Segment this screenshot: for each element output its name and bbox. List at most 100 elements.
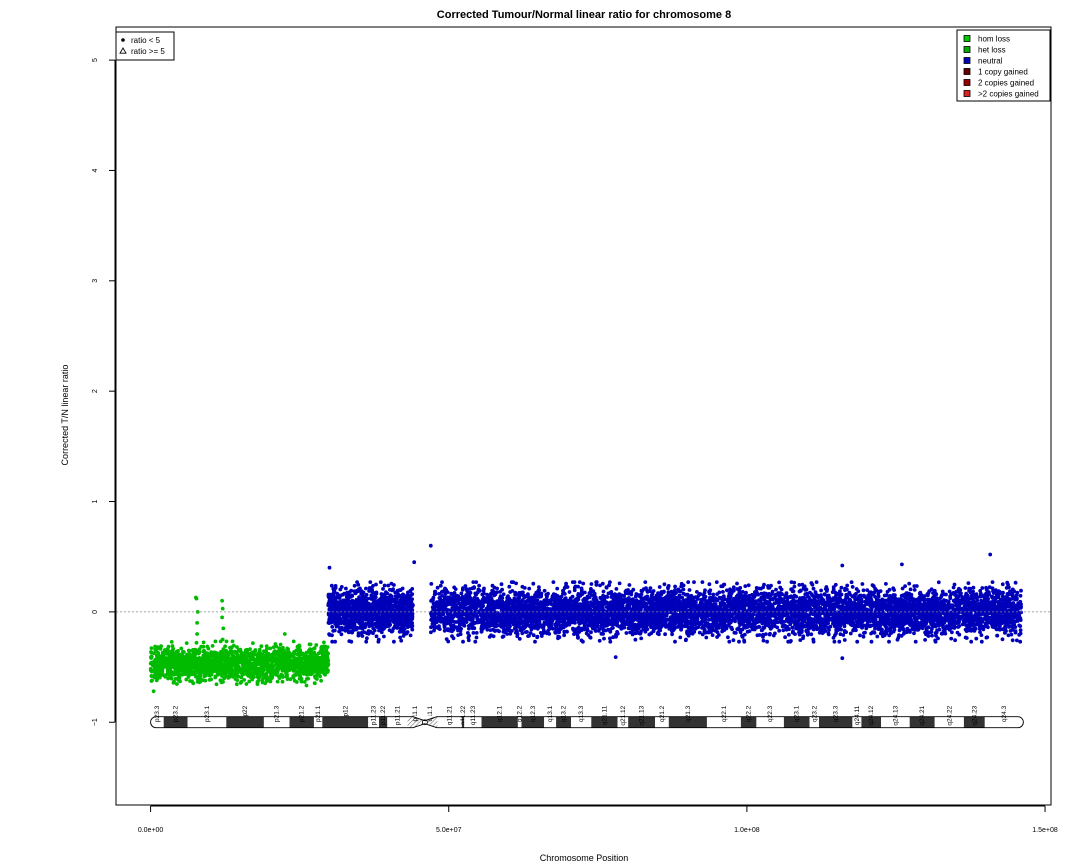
data-point — [175, 650, 180, 655]
data-point — [272, 649, 277, 654]
data-point — [238, 681, 243, 685]
data-point — [657, 585, 662, 589]
data-point — [230, 639, 235, 644]
data-point — [260, 678, 265, 682]
data-point — [774, 587, 778, 592]
data-point — [397, 629, 402, 634]
data-point — [195, 658, 199, 663]
data-point — [281, 661, 286, 666]
data-point — [166, 676, 171, 681]
data-point — [280, 673, 285, 678]
data-point — [205, 657, 210, 662]
data-point — [377, 625, 382, 630]
data-point — [405, 596, 410, 600]
data-point — [687, 588, 692, 592]
data-point — [990, 580, 995, 584]
data-point — [220, 674, 224, 678]
data-point — [171, 680, 176, 685]
data-point — [328, 614, 333, 619]
data-point — [255, 682, 260, 686]
data-point — [215, 669, 220, 674]
data-point — [349, 619, 354, 624]
data-point — [256, 671, 261, 675]
data-point — [292, 678, 297, 683]
data-point — [275, 649, 280, 654]
data-point — [366, 601, 371, 606]
data-point — [149, 650, 153, 654]
data-point — [201, 649, 206, 654]
data-point — [330, 596, 335, 600]
data-point — [1015, 638, 1019, 643]
data-point — [238, 647, 243, 652]
data-point — [182, 669, 187, 673]
data-point — [169, 676, 174, 681]
data-point — [367, 622, 372, 627]
data-point — [235, 645, 239, 649]
data-point — [381, 627, 386, 631]
data-point — [362, 614, 367, 619]
data-point — [964, 636, 969, 640]
data-point — [242, 652, 247, 656]
data-point — [731, 638, 736, 643]
data-point — [224, 639, 229, 644]
data-point — [182, 657, 186, 662]
data-point — [298, 664, 302, 669]
data-point — [273, 642, 278, 646]
data-point — [335, 613, 340, 617]
data-point — [364, 586, 368, 591]
data-point — [373, 622, 378, 626]
data-point — [761, 638, 766, 643]
data-point — [264, 674, 269, 679]
data-point — [197, 680, 202, 685]
data-point — [215, 655, 220, 659]
data-point — [809, 632, 814, 637]
data-point — [295, 669, 300, 674]
data-point — [400, 612, 405, 616]
data-point — [259, 644, 264, 649]
data-point — [374, 590, 379, 595]
data-point — [270, 675, 274, 680]
data-point — [307, 655, 312, 660]
data-point — [471, 631, 476, 635]
data-point — [410, 603, 415, 608]
data-point — [356, 633, 361, 638]
data-point — [159, 659, 163, 664]
data-point — [995, 633, 1000, 638]
data-point — [367, 589, 371, 593]
data-point — [322, 645, 327, 650]
data-point — [384, 590, 388, 594]
data-point — [210, 644, 215, 648]
data-point — [302, 665, 306, 670]
data-point — [257, 647, 262, 652]
data-point — [850, 585, 855, 589]
data-point — [253, 649, 257, 654]
data-point — [405, 623, 409, 627]
data-point — [390, 629, 395, 633]
data-point — [160, 669, 165, 674]
data-point — [573, 584, 578, 589]
data-point — [191, 657, 196, 662]
data-point — [150, 662, 155, 667]
data-point — [376, 637, 381, 642]
data-point — [200, 663, 205, 668]
data-point — [383, 615, 388, 619]
data-point — [235, 654, 240, 659]
data-point — [491, 634, 496, 639]
data-point — [333, 604, 338, 609]
data-point — [351, 614, 356, 619]
data-point — [980, 586, 985, 590]
data-point — [884, 582, 888, 586]
data-point — [219, 680, 224, 685]
data-point — [268, 646, 273, 651]
data-point — [307, 664, 312, 669]
data-point — [369, 595, 374, 600]
data-point — [339, 621, 343, 626]
data-point — [264, 678, 269, 683]
data-point — [363, 594, 367, 599]
data-point — [395, 610, 400, 615]
data-point — [360, 620, 364, 625]
data-point — [189, 660, 194, 665]
data-point — [320, 651, 325, 656]
data-point — [402, 593, 406, 597]
data-point — [845, 583, 850, 588]
